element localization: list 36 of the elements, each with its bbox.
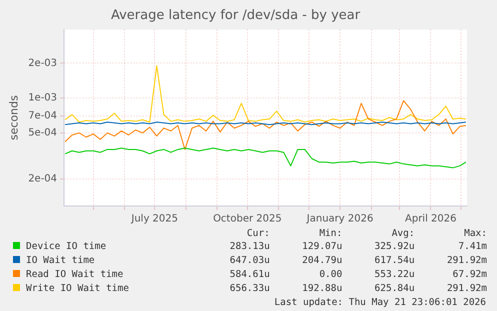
text: 0.00 [318,268,342,282]
text: 67.92m [452,268,487,282]
text: 291.92m [446,254,487,268]
text: 584.61u [228,268,270,282]
text: 204.79u [301,254,342,268]
text: 647.03u [228,254,270,268]
text: 656.33u [228,282,270,296]
y-axis-title: seconds [7,95,20,140]
text: Max: [463,228,487,240]
x-tick-label: October 2025 [213,214,282,225]
y-tick-label: 7e-04 [28,110,58,122]
legend-label: Device IO time [26,241,106,252]
x-tick-label: April 2026 [404,214,456,225]
text: 625.84u [374,282,415,296]
y-tick-label: 1e-03 [28,92,58,104]
text: 7.41m [457,240,487,254]
legend-label: Write IO Wait time [26,283,129,294]
y-tick-label: 5e-04 [28,128,58,139]
text: 129.07u [301,240,342,254]
x-tick-label: January 2026 [306,214,374,225]
text: 192.88u [301,282,342,296]
text: Cur: [246,228,270,240]
text: 283.13u [228,240,270,254]
chart-title: Average latency for /dev/sda - by year [110,8,361,24]
text: 617.54u [374,254,415,268]
y-tick-label: 2e-03 [28,58,58,69]
y-tick-label: 2e-04 [28,174,58,185]
x-tick-label: July 2025 [130,214,178,225]
text: 553.22u [374,268,415,282]
legend-label: Read IO Wait time [26,269,124,280]
legend-label: IO Wait time [26,255,95,266]
text: Min: [318,228,342,240]
text: Avg: [390,228,415,240]
text: 291.92m [446,282,487,296]
text: 325.92u [374,240,415,254]
text: Last update: Thu May 21 23:06:01 2026 [273,296,487,310]
